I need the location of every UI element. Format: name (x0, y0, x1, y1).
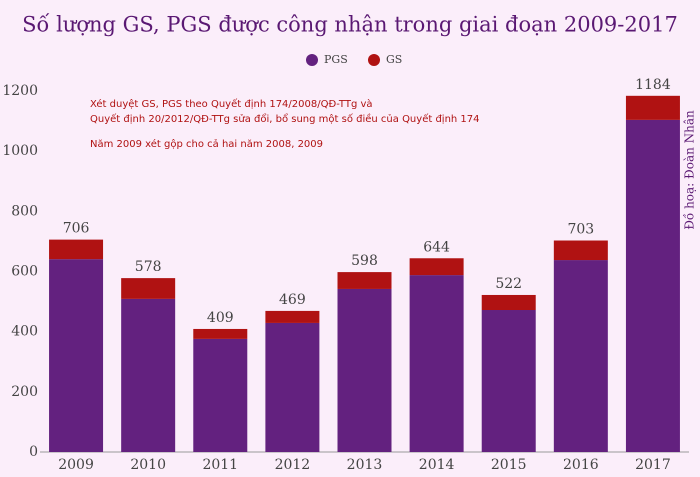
y-tick-label: 1000 (2, 143, 38, 159)
total-label: 706 (63, 221, 90, 237)
bar-segment (625, 95, 680, 120)
x-tick-label: 2017 (635, 457, 671, 473)
total-label: 644 (423, 239, 450, 255)
annotation: Quyết định 20/2012/QĐ-TTg sửa đổi, bổ su… (90, 112, 480, 125)
bar-segment (553, 260, 608, 452)
y-tick-label: 800 (11, 203, 38, 219)
bar-segment (553, 240, 608, 261)
x-tick-label: 2009 (58, 457, 94, 473)
bar-segment (409, 275, 464, 452)
bar-segment (121, 278, 176, 299)
total-label: 578 (135, 259, 162, 275)
chart-title: Số lượng GS, PGS được công nhận trong gi… (22, 13, 678, 37)
legend-swatch (368, 54, 380, 66)
bar-segment (337, 272, 392, 289)
total-label: 469 (279, 292, 306, 308)
bar-segment (193, 328, 248, 339)
total-label: 522 (495, 276, 522, 292)
bar-segment (337, 288, 392, 452)
bar-segment (409, 258, 464, 276)
bar-segment (265, 322, 320, 452)
bar-segment (625, 119, 680, 452)
y-tick-label: 0 (29, 444, 38, 460)
y-tick-label: 200 (11, 384, 38, 400)
x-tick-label: 2013 (347, 457, 383, 473)
x-tick-label: 2010 (130, 457, 166, 473)
y-tick-label: 1200 (2, 83, 38, 99)
x-tick-label: 2015 (491, 457, 527, 473)
annotation: Xét duyệt GS, PGS theo Quyết định 174/20… (90, 98, 373, 110)
annotation: Năm 2009 xét gộp cho cả hai năm 2008, 20… (90, 138, 323, 150)
bar-segment (49, 239, 104, 260)
bar-segment (121, 298, 176, 452)
y-tick-label: 600 (11, 264, 38, 280)
x-tick-label: 2016 (563, 457, 599, 473)
credit: Đồ hoạ: Đoàn Nhân (682, 110, 697, 230)
total-label: 409 (207, 310, 234, 326)
total-label: 598 (351, 253, 378, 269)
legend-label: GS (386, 53, 402, 66)
x-tick-label: 2014 (419, 457, 455, 473)
legend-label: PGS (324, 53, 348, 66)
y-tick-label: 400 (11, 324, 38, 340)
legend-swatch (306, 54, 318, 66)
bar-segment (49, 259, 104, 452)
x-tick-label: 2011 (202, 457, 238, 473)
bar-segment (481, 310, 536, 452)
bar-segment (265, 310, 320, 323)
bar-segment (481, 294, 536, 311)
total-label: 1184 (635, 77, 671, 93)
x-tick-label: 2012 (275, 457, 311, 473)
bar-segment (193, 338, 248, 452)
total-label: 703 (567, 222, 594, 238)
